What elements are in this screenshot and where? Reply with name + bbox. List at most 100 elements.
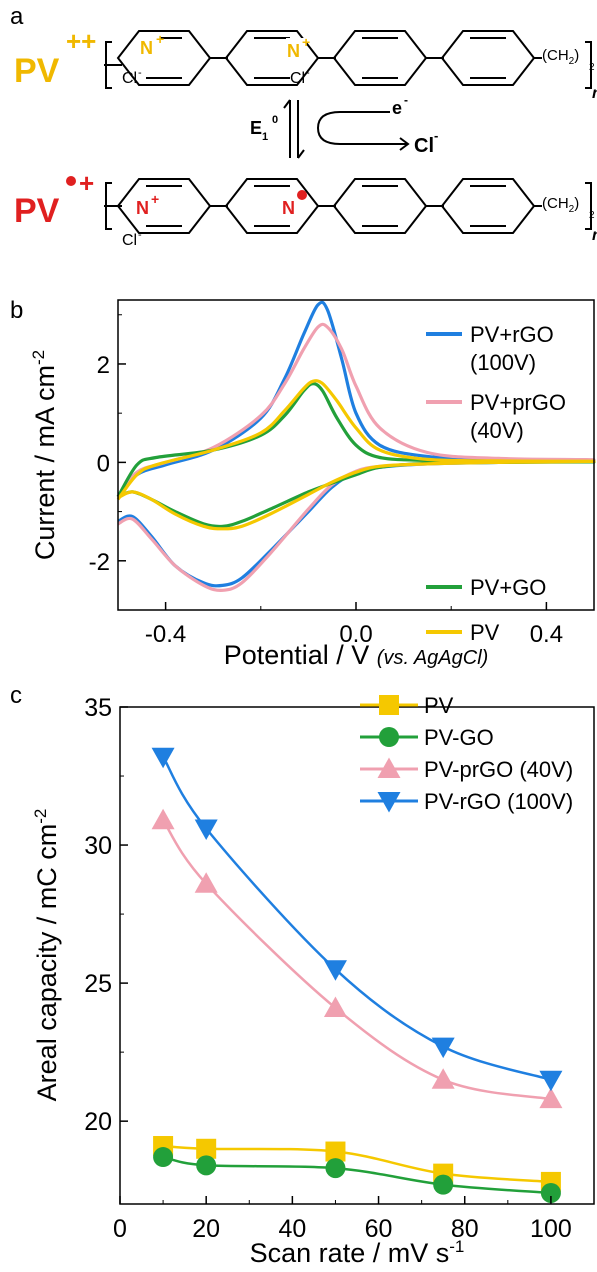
legend-marker-pv-rgo-100v (377, 792, 401, 813)
svg-text:-: - (138, 229, 142, 241)
svg-text:-: - (306, 67, 310, 79)
svg-text:+: + (302, 34, 310, 50)
cv-y-tick-label: 2 (97, 352, 110, 379)
svg-text:(CH2): (CH2) (542, 47, 579, 67)
legend-marker-pv-go (379, 727, 399, 747)
capacity-point-pv-prgo-40v (194, 872, 218, 893)
e1-label: E1 (250, 118, 268, 143)
legend-label-pv-prgo-40v: PV-prGO (40V) (424, 757, 573, 782)
electron-transfer-arrow (316, 111, 408, 145)
svg-text:+: + (156, 31, 164, 47)
repeat-n-bottom: n (592, 227, 597, 244)
cv-x-tick-label: 0.0 (339, 621, 372, 648)
capacity-x-tick-label: 60 (365, 1215, 393, 1243)
svg-text:0: 0 (272, 114, 278, 126)
capacity-point-pv-rgo-100v (151, 747, 175, 769)
svg-text:-: - (138, 67, 142, 79)
capacity-point-pv-go (540, 1182, 561, 1203)
capacity-legend: PV PV-GO PV-prGO (40V) PV-rGO (100V) (360, 693, 573, 814)
cv-axis-ticks: -0.4 0.0 0.4 -2 0 2 (89, 314, 563, 648)
capacity-point-pv-prgo-40v (151, 808, 175, 830)
bracket-right-top (585, 41, 592, 89)
counter-ion-1: Cl (122, 70, 137, 87)
legend-label-pv: PV (470, 620, 500, 645)
panel-label-a: a (10, 3, 24, 30)
pv-dication-structure: PV ++ N + Cl - N + Cl - (CH2) 2 n (14, 26, 597, 102)
pv-radical-cation-structure: PV + N + Cl - N (CH2) 2 n (14, 168, 597, 249)
capacity-line-pv-prgo-40v (162, 819, 552, 1101)
capacity-y-tick-label: 30 (84, 832, 112, 860)
svg-text:-: - (434, 128, 438, 143)
cv-legend-lower: PV+GO PV (426, 575, 546, 645)
nitrogen-4: N (282, 198, 295, 218)
capacity-point-pv-rgo-100v (323, 960, 347, 981)
capacity-axis-ticks: 0 20 40 60 80 100 20 25 30 35 (84, 694, 595, 1243)
capacity-point-pv-go (433, 1174, 454, 1195)
electron-label: e (392, 98, 402, 118)
repeat-n-top: n (592, 85, 597, 102)
capacity-y-tick-label: 20 (84, 1108, 112, 1136)
pv-radical-charge: + (79, 168, 94, 198)
legend-label-pv-rgo-100v: PV-rGO (100V) (424, 789, 573, 814)
panel-b: b -0.4 0.0 0.4 -2 0 2 Current / mA cm-2 Poten… (0, 292, 597, 677)
legend-marker-pv-prgo-40v (377, 757, 401, 778)
legend-label-go: PV+GO (470, 575, 546, 600)
capacity-point-pv-prgo-40v (323, 996, 347, 1017)
capacity-y-axis-label: Areal capacity / mC cm-2 (31, 809, 62, 1102)
cv-x-tick-label: 0.4 (530, 621, 563, 648)
capacity-point-pv-go (196, 1155, 217, 1176)
capacity-y-tick-label: 35 (84, 694, 112, 722)
legend-marker-pv (379, 695, 399, 715)
ethylene-group-bottom: (CH2) 2 (542, 195, 595, 221)
pv-dication-charge: ++ (66, 26, 96, 56)
svg-text:+: + (151, 191, 159, 207)
legend-label-pv-go: PV-GO (424, 725, 494, 750)
legend-label-pv: PV (424, 693, 454, 718)
cv-y-tick-label: -2 (89, 549, 110, 576)
svg-text:-: - (404, 93, 408, 107)
capacity-x-tick-label: 80 (451, 1215, 479, 1243)
capacity-y-tick-label: 25 (84, 970, 112, 998)
ethylene-group-top: (CH2) 2 (542, 47, 595, 73)
redox-arrows: E1 0 e - Cl - (250, 93, 438, 159)
cv-x-tick-label: -0.4 (145, 621, 186, 648)
counter-ion-3: Cl (122, 232, 137, 249)
panel-label-b: b (10, 297, 23, 324)
capacity-point-pv-prgo-40v (539, 1087, 563, 1109)
panel-a: a PV ++ N + Cl - N + Cl - (CH2) 2 n (0, 0, 597, 292)
capacity-point-pv-rgo-100v (431, 1037, 455, 1059)
pv-dication-label: PV (14, 52, 60, 90)
bracket-right-bottom (585, 182, 592, 230)
reaction-scheme: a PV ++ N + Cl - N + Cl - (CH2) 2 n (10, 3, 597, 249)
capacity-line-pv-go (162, 1155, 551, 1195)
cv-chart: b -0.4 0.0 0.4 -2 0 2 Current / mA cm-2 Poten… (10, 297, 596, 670)
leaving-chloride: Cl (414, 135, 434, 157)
capacity-x-tick-label: 40 (278, 1215, 306, 1243)
svg-text:(CH2): (CH2) (542, 195, 579, 215)
capacity-chart: c 0 20 40 60 80 100 20 25 30 35 Areal capacity / … (10, 682, 595, 1268)
cv-x-axis-label: Potential / V (vs. AgAgCl) (224, 640, 489, 670)
capacity-series-group (151, 747, 563, 1203)
capacity-x-tick-label: 20 (192, 1215, 220, 1243)
counter-ion-2: Cl (290, 70, 305, 87)
panel-label-c: c (10, 682, 22, 709)
nitrogen-1: N (140, 38, 153, 58)
capacity-point-pv-go (325, 1158, 346, 1179)
capacity-x-tick-label: 100 (530, 1215, 572, 1243)
nitrogen-3: N (136, 198, 149, 218)
cv-y-tick-label: 0 (97, 450, 110, 477)
legend-label-prgo-voltage: (40V) (470, 418, 524, 443)
pv-radical-label: PV (14, 192, 60, 230)
cv-y-axis-label: Current / mA cm-2 (29, 350, 60, 560)
capacity-point-pv (325, 1141, 346, 1162)
capacity-point-pv-rgo-100v (194, 819, 218, 840)
legend-label-rgo-voltage: (100V) (470, 350, 536, 375)
capacity-point-pv-go (153, 1147, 174, 1168)
legend-label-rgo: PV+rGO (470, 322, 554, 347)
capacity-x-axis-label: Scan rate / mV s-1 (250, 1237, 465, 1268)
capacity-point-pv-prgo-40v (431, 1068, 455, 1089)
legend-label-prgo: PV+prGO (470, 390, 566, 415)
capacity-x-tick-label: 0 (113, 1215, 127, 1243)
radical-dot-label (66, 176, 76, 186)
nitrogen-2: N (287, 41, 300, 61)
